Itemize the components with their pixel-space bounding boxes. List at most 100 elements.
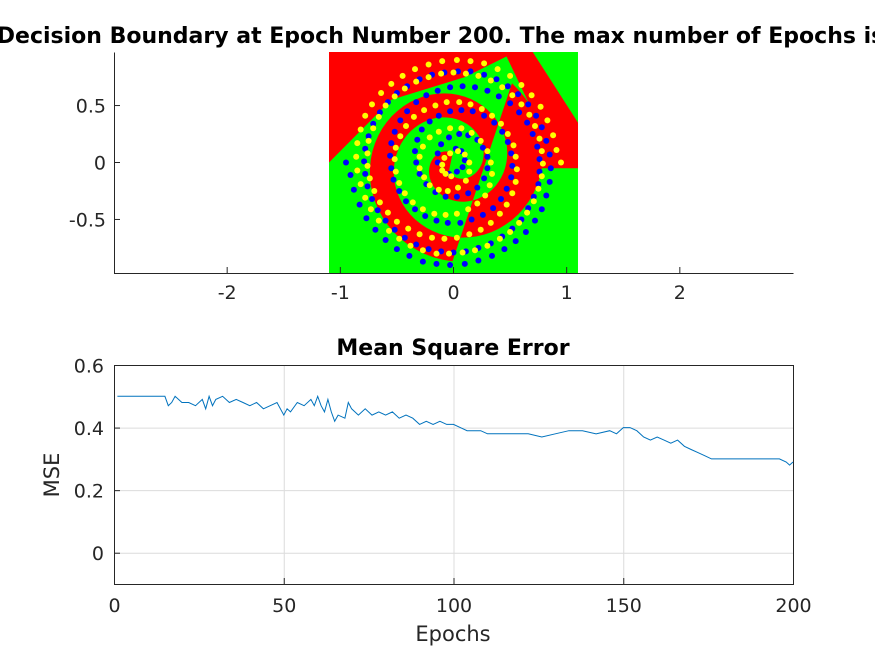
yellow-point — [466, 159, 473, 166]
blue-point — [433, 260, 440, 267]
data-points — [343, 57, 564, 268]
blue-point — [507, 100, 514, 107]
blue-point — [370, 120, 377, 127]
blue-point — [499, 128, 506, 135]
yellow-point — [441, 235, 448, 242]
yellow-point — [512, 153, 519, 160]
blue-point — [438, 141, 445, 148]
blue-point — [491, 119, 498, 126]
yellow-point — [435, 128, 442, 135]
blue-point — [391, 128, 398, 135]
yellow-point — [421, 107, 428, 114]
mse-x-axis-ticks: 0 50 100 150 200 — [108, 578, 812, 617]
blue-point — [533, 112, 540, 119]
blue-point — [401, 234, 408, 241]
yellow-point — [371, 188, 378, 194]
yellow-point — [484, 148, 491, 155]
x-tick-label: 2 — [674, 282, 686, 304]
blue-point — [459, 83, 466, 90]
yellow-point — [407, 242, 414, 249]
blue-point — [422, 213, 429, 219]
yellow-point — [462, 70, 469, 77]
decision-boundary-axes — [114, 52, 794, 274]
yellow-point — [516, 219, 523, 226]
blue-point — [426, 118, 433, 125]
blue-point — [512, 238, 519, 245]
blue-point — [388, 140, 395, 147]
blue-point — [530, 193, 537, 200]
yellow-point — [487, 77, 494, 84]
yellow-point — [416, 153, 423, 160]
blue-point — [343, 159, 349, 166]
blue-point — [484, 165, 491, 172]
blue-point — [453, 168, 460, 175]
blue-point — [458, 107, 465, 114]
blue-point — [387, 152, 394, 159]
blue-point — [364, 183, 371, 190]
blue-point — [543, 137, 550, 144]
mse-x-tick-label: 200 — [775, 595, 811, 617]
yellow-point — [391, 156, 398, 163]
yellow-point — [453, 57, 460, 63]
blue-point — [435, 112, 442, 119]
yellow-point — [496, 235, 503, 242]
blue-point — [536, 168, 543, 175]
y-tick-label: -0.5 — [69, 209, 106, 231]
mse-x-tick-label: 100 — [436, 595, 472, 617]
blue-point — [535, 181, 542, 188]
yellow-point — [419, 247, 426, 254]
yellow-point — [465, 206, 472, 213]
yellow-point — [455, 184, 461, 191]
blue-point — [546, 151, 553, 158]
yellow-point — [416, 165, 423, 172]
yellow-point — [421, 174, 428, 181]
yellow-point — [474, 200, 481, 207]
mse-y-tick-label: 0.2 — [74, 481, 104, 503]
yellow-point — [475, 72, 482, 79]
blue-point — [479, 211, 486, 218]
yellow-point — [443, 99, 450, 106]
blue-point — [419, 258, 426, 265]
yellow-point — [364, 150, 371, 157]
yellow-point — [459, 249, 466, 256]
yellow-point — [425, 61, 432, 68]
yellow-point — [487, 159, 494, 166]
yellow-point — [433, 250, 440, 257]
yellow-point — [530, 198, 537, 205]
x-tick-label: 0 — [447, 282, 459, 304]
blue-point — [498, 196, 504, 202]
yellow-point — [482, 192, 489, 199]
yellow-point — [426, 182, 433, 189]
yellow-point — [419, 206, 426, 213]
yellow-point — [401, 190, 408, 197]
yellow-point — [558, 159, 564, 166]
blue-point — [547, 165, 554, 172]
yellow-point — [499, 84, 506, 91]
yellow-point — [370, 125, 377, 132]
y-tick-label: 0 — [94, 153, 106, 175]
yellow-point — [498, 120, 504, 127]
yellow-point — [453, 234, 460, 241]
x-axis-ticks: -2 -1 0 1 2 — [218, 267, 686, 304]
yellow-point — [447, 125, 454, 132]
yellow-point — [484, 242, 491, 249]
yellow-point — [496, 210, 503, 217]
blue-point — [376, 109, 383, 116]
blue-point — [538, 206, 545, 213]
yellow-point — [386, 227, 392, 234]
blue-point — [363, 215, 370, 222]
mse-axes-box — [114, 365, 794, 585]
yellow-point — [376, 199, 383, 206]
blue-point — [538, 124, 545, 131]
mse-y-tick-label: 0.6 — [74, 356, 104, 378]
blue-point — [418, 126, 425, 133]
blue-point — [396, 188, 403, 194]
blue-point — [456, 131, 463, 137]
blue-point — [515, 91, 521, 98]
yellow-point — [362, 112, 369, 119]
blue-point — [446, 134, 452, 141]
blue-point — [434, 87, 441, 94]
blue-point — [524, 119, 531, 126]
blue-point — [504, 139, 511, 145]
blue-point — [413, 241, 420, 248]
